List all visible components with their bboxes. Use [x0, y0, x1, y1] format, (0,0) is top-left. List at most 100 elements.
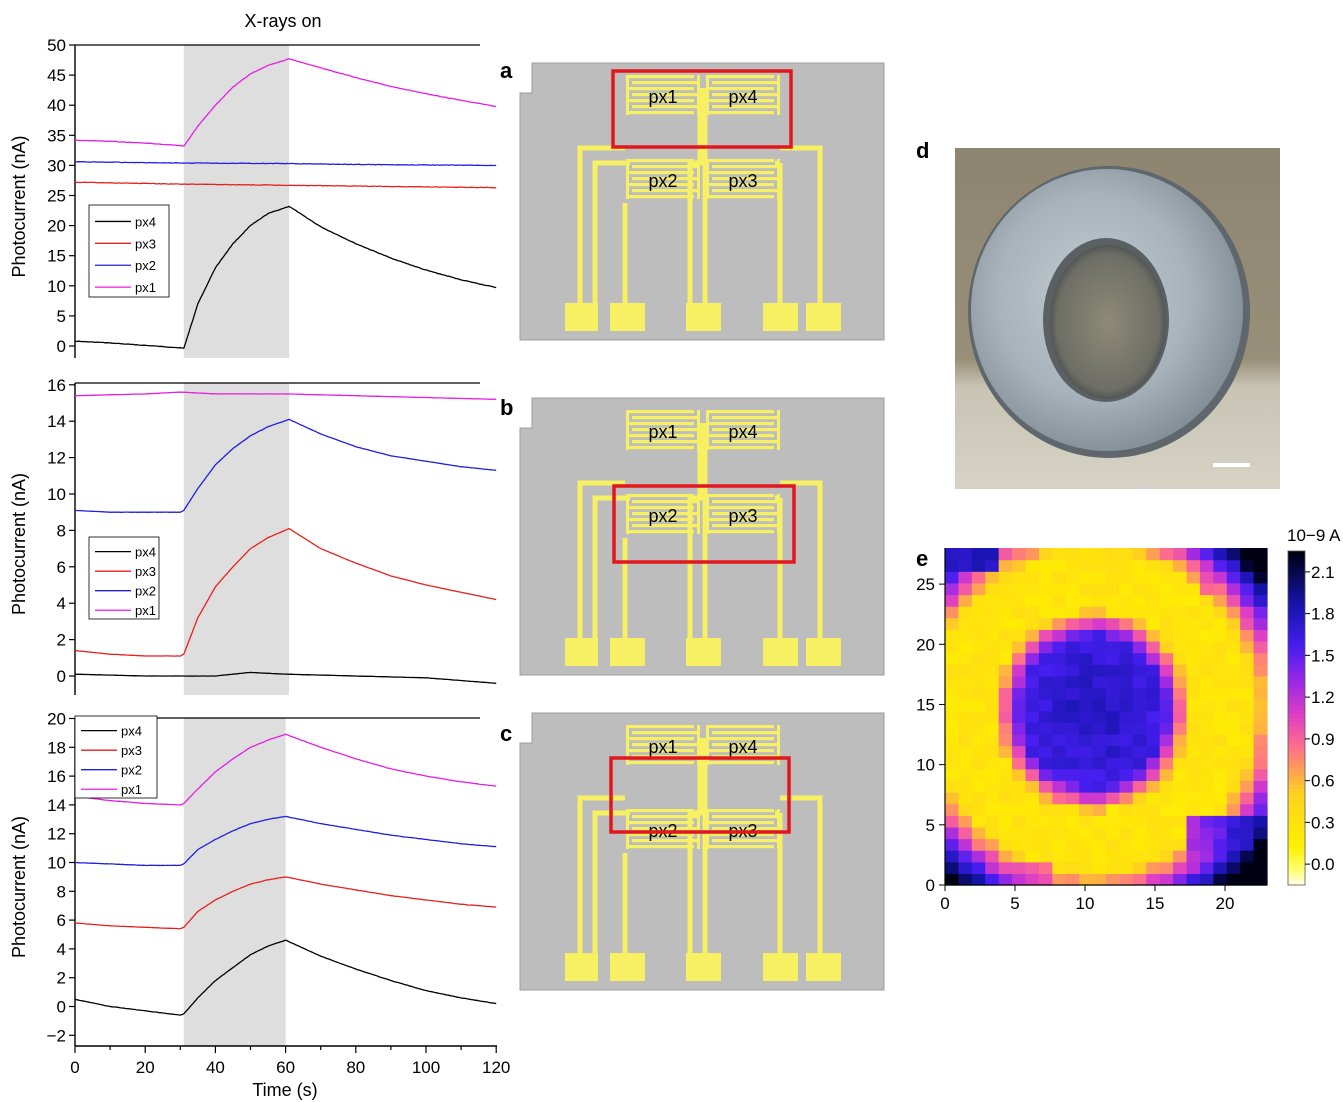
heatmap-cell — [1119, 850, 1134, 863]
heatmap-cell — [958, 629, 973, 642]
electrode-finger — [626, 737, 694, 741]
heatmap-cell — [1199, 722, 1214, 735]
heatmap-cell — [1213, 792, 1228, 805]
colorbar-segment — [1288, 759, 1305, 765]
heatmap-cell — [1240, 803, 1255, 816]
colorbar-segment — [1288, 667, 1305, 673]
heatmap-cell — [1146, 757, 1161, 770]
heatmap-cell — [1079, 548, 1094, 561]
heatmap-cell — [1253, 861, 1268, 874]
heatmap-cell — [1119, 640, 1134, 654]
heatmap-cell — [945, 640, 960, 654]
panel-a-y-tick-label: 35 — [47, 126, 66, 145]
heatmap-cell — [1052, 594, 1067, 607]
heatmap-cell — [1146, 629, 1161, 642]
heatmap-cell — [1240, 826, 1255, 840]
heatmap-cell — [1146, 582, 1161, 596]
heatmap-cell — [945, 594, 960, 607]
heatmap-cell — [1025, 629, 1040, 642]
heatmap-cell — [971, 757, 986, 770]
panel-c-legend-label: px4 — [121, 724, 142, 739]
heatmap-cell — [1065, 815, 1080, 828]
heatmap-cell — [1106, 594, 1121, 607]
pixel-px3: px3 — [706, 494, 780, 534]
heatmap-cell — [1025, 757, 1040, 770]
electrode-bus — [697, 410, 700, 450]
heatmap-cell — [971, 826, 986, 840]
electrode-bus — [777, 725, 780, 765]
heatmap-cell — [1119, 559, 1134, 572]
heatmap-cell — [1079, 815, 1094, 828]
heatmap-cell — [1199, 757, 1214, 770]
pixel-label-px1: px1 — [648, 422, 677, 442]
heatmap-cell — [1199, 733, 1214, 747]
pixel-px2: px2 — [626, 159, 700, 199]
heatmap-cell — [1079, 861, 1094, 874]
panel-a-y-tick-label: 20 — [47, 217, 66, 236]
heatmap-cell — [1173, 733, 1188, 747]
heatmap-cell — [1253, 699, 1268, 712]
colorbar-segment — [1288, 880, 1305, 886]
pixel-label-px1: px1 — [648, 737, 677, 757]
heatmap-cell — [1132, 850, 1147, 863]
heatmap-cell — [1173, 850, 1188, 863]
heatmap-cell — [1213, 629, 1228, 642]
heatmap-cell — [958, 850, 973, 863]
panel-a-y-tick-label: 30 — [47, 156, 66, 175]
heatmap-cell — [1199, 571, 1214, 584]
electrode-finger — [626, 725, 694, 729]
heatmap-cell — [1253, 548, 1268, 561]
heatmap-cell — [1038, 640, 1053, 654]
electrode-trace — [687, 423, 703, 638]
heatmap-cell — [1079, 826, 1094, 840]
panel-c-y-tick-label: 12 — [47, 825, 66, 844]
colorbar-tick-label: 1.2 — [1311, 688, 1335, 707]
heatmap-cell — [1199, 850, 1214, 863]
heatmap-cell — [1226, 617, 1241, 630]
heatmap-cell — [971, 594, 986, 607]
heatmap-cell — [1173, 826, 1188, 840]
heatmap-y-tick-label: 25 — [916, 575, 935, 594]
heatmap-cell — [1173, 640, 1188, 654]
panel-b-series-px1 — [74, 391, 497, 401]
heatmap-cell — [945, 571, 960, 584]
heatmap-cell — [1012, 768, 1027, 782]
heatmap-cell — [1065, 803, 1080, 816]
panel-b-y-tick-label: 16 — [47, 376, 66, 395]
heatmap-cell — [1079, 559, 1094, 572]
colorbar-segment — [1288, 555, 1305, 560]
heatmap-cell — [1213, 826, 1228, 840]
heatmap-cell — [1146, 617, 1161, 630]
heatmap-cell — [1052, 792, 1067, 805]
heatmap-cell — [1025, 838, 1040, 851]
heatmap-cell — [1132, 722, 1147, 735]
heatmap-cell — [998, 606, 1013, 619]
heatmap-cell — [1092, 838, 1107, 851]
heatmap-cell — [1079, 640, 1094, 654]
heatmap-cell — [1038, 687, 1053, 700]
colorbar-segment — [1288, 855, 1305, 861]
heatmap-cell — [1092, 780, 1107, 793]
heatmap-cell — [1213, 722, 1228, 735]
heatmap-cell — [1092, 850, 1107, 863]
contact-pad — [763, 638, 798, 666]
panel-b-y-tick-label: 8 — [57, 521, 66, 540]
electrode-finger — [626, 518, 694, 522]
heatmap-cell — [958, 861, 973, 874]
heatmap-cell — [1052, 861, 1067, 874]
heatmap-cell — [1226, 792, 1241, 805]
sample-photo — [955, 148, 1280, 489]
colorbar-segment — [1288, 596, 1305, 602]
electrode-bus — [706, 494, 709, 534]
heatmap-cell — [1186, 571, 1201, 584]
heatmap-cell — [1173, 757, 1188, 770]
heatmap-cell — [971, 792, 986, 805]
heatmap-cell — [1119, 652, 1134, 665]
heatmap-cell — [971, 861, 986, 874]
electrode-finger — [632, 81, 700, 85]
heatmap-cell — [1213, 803, 1228, 816]
heatmap-cell — [1186, 722, 1201, 735]
heatmap-cell — [998, 640, 1013, 654]
heatmap-cell — [1025, 861, 1040, 874]
panel-c-y-tick-label: −2 — [47, 1026, 66, 1045]
